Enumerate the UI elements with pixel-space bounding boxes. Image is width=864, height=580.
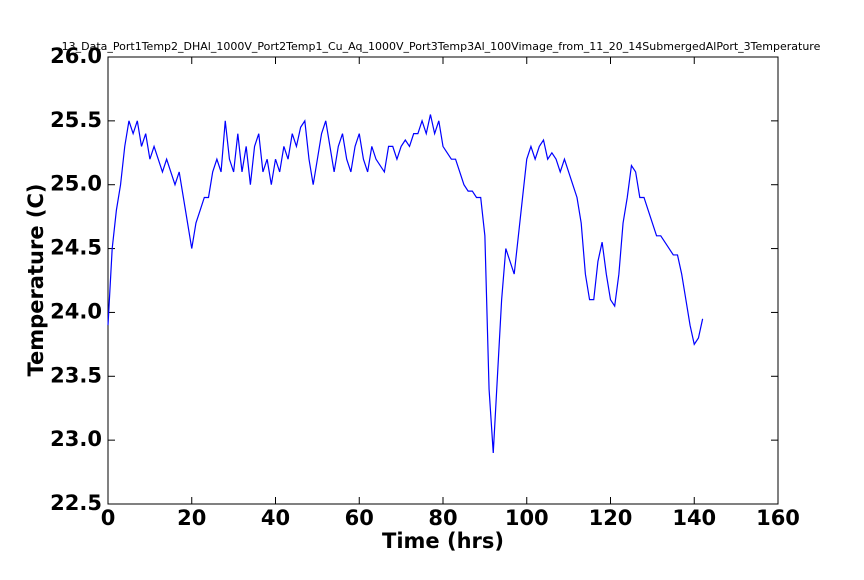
y-tick-label: 23.5	[50, 363, 102, 387]
y-tick-label: 24.5	[50, 236, 102, 260]
x-tick-label: 80	[428, 506, 457, 530]
x-tick-label: 120	[589, 506, 633, 530]
y-tick-label: 23.0	[50, 427, 102, 451]
y-tick-label: 26.0	[50, 44, 102, 68]
y-tick-label: 24.0	[50, 299, 102, 323]
chart-title: 13_Data_Port1Temp2_DHAl_1000V_Port2Temp1…	[62, 40, 821, 53]
x-tick-label: 0	[101, 506, 116, 530]
y-tick-label: 25.0	[50, 172, 102, 196]
x-tick-label: 100	[505, 506, 549, 530]
y-axis-label: Temperature (C)	[24, 184, 48, 377]
x-tick-label: 40	[261, 506, 290, 530]
y-tick-label: 22.5	[50, 491, 102, 515]
x-tick-label: 20	[177, 506, 206, 530]
x-tick-label: 160	[756, 506, 800, 530]
x-axis-label: Time (hrs)	[382, 529, 504, 553]
data-line	[107, 114, 704, 453]
plot-frame	[107, 56, 779, 505]
x-tick-label: 60	[345, 506, 374, 530]
x-tick-label: 140	[672, 506, 716, 530]
y-tick-label: 25.5	[50, 108, 102, 132]
